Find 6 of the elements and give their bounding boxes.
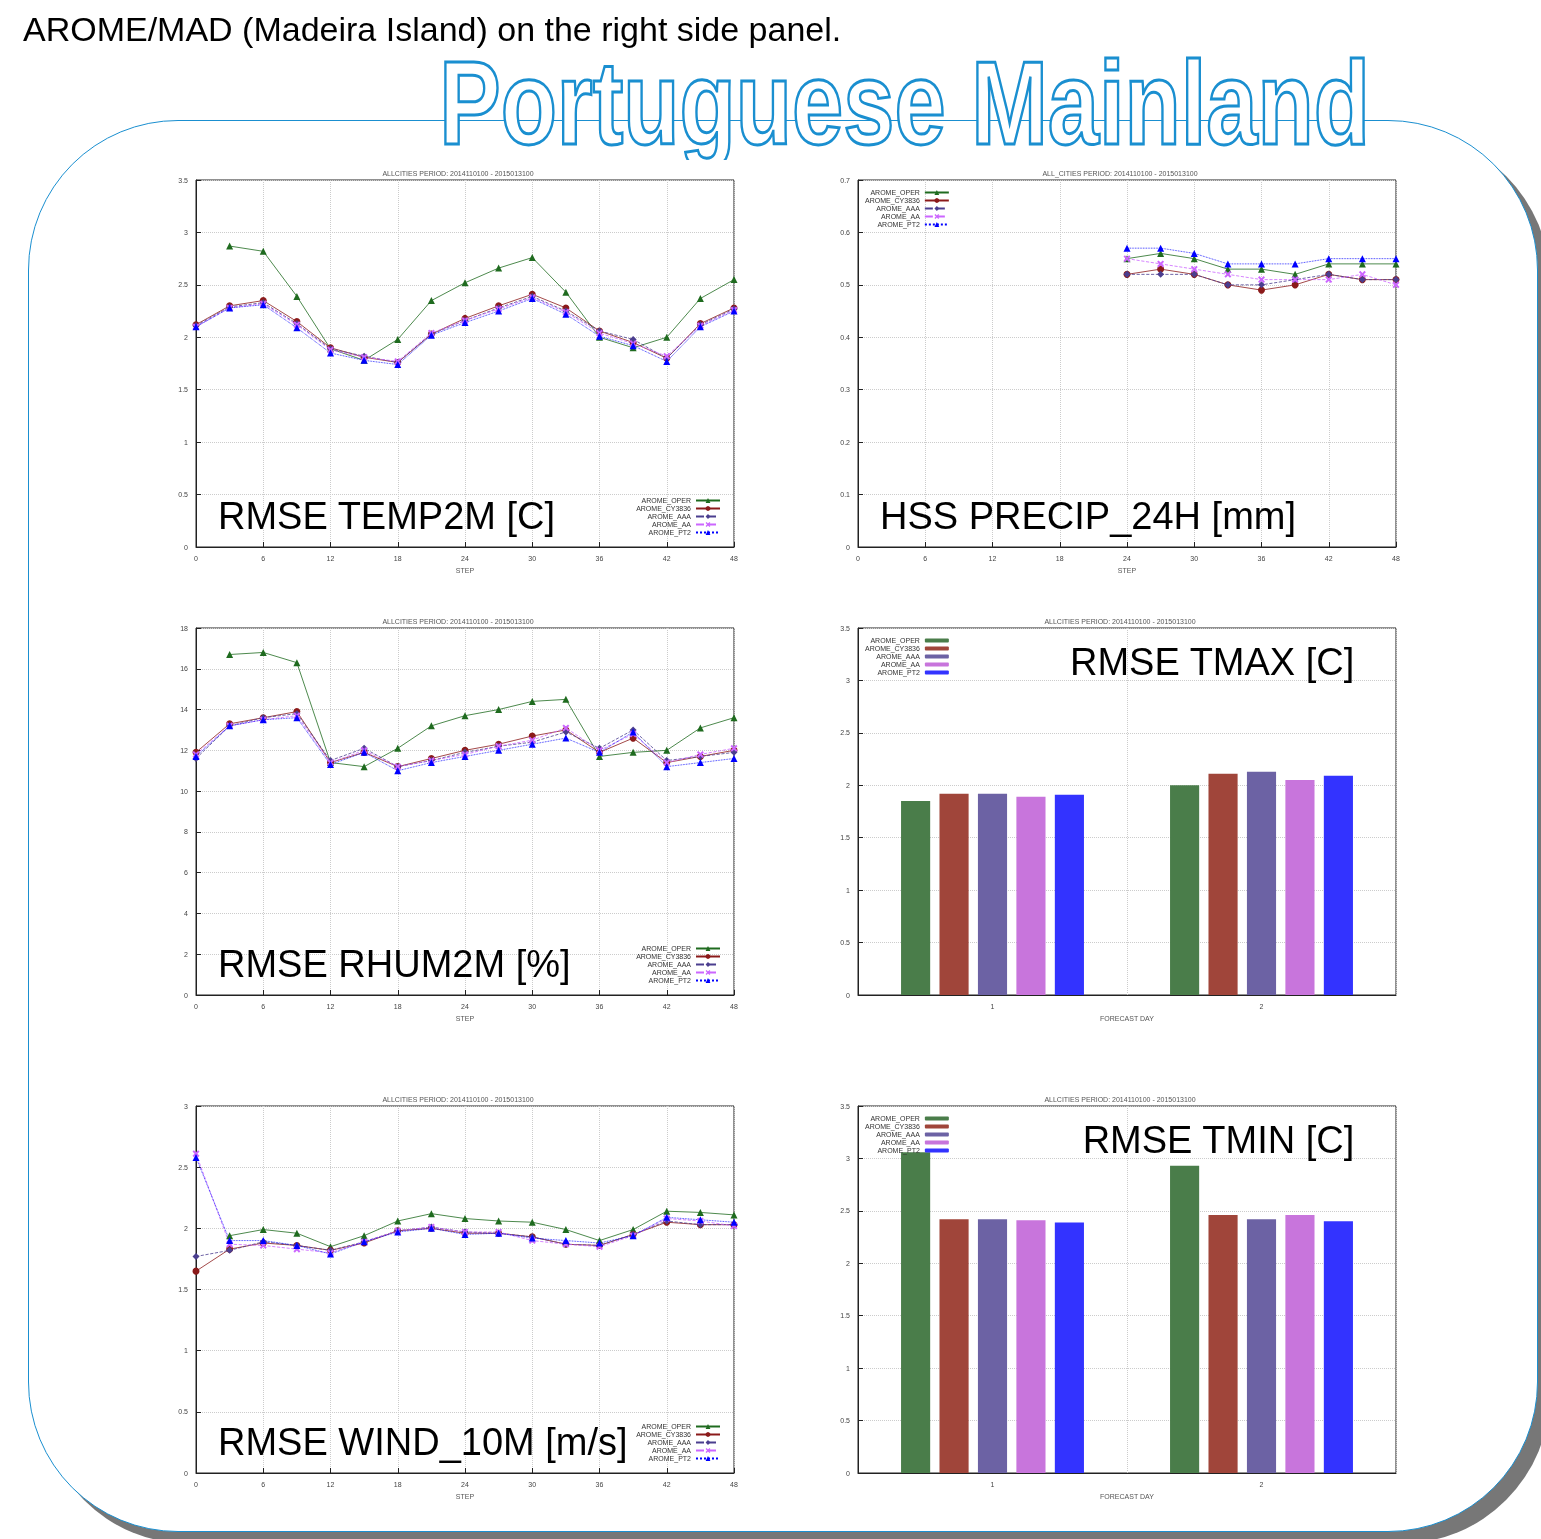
text: RMSE TEMP2M [C] bbox=[218, 495, 556, 537]
text: RMSE WIND_10M [m/s] bbox=[218, 1421, 628, 1463]
chart-title: RMSE TMIN [C] bbox=[1082, 1119, 1355, 1161]
text: RMSE RHUM2M [%] bbox=[218, 943, 571, 985]
text: HSS PRECIP_24H [mm] bbox=[880, 495, 1296, 537]
chart-title: RMSE TMAX [C] bbox=[1069, 641, 1355, 683]
